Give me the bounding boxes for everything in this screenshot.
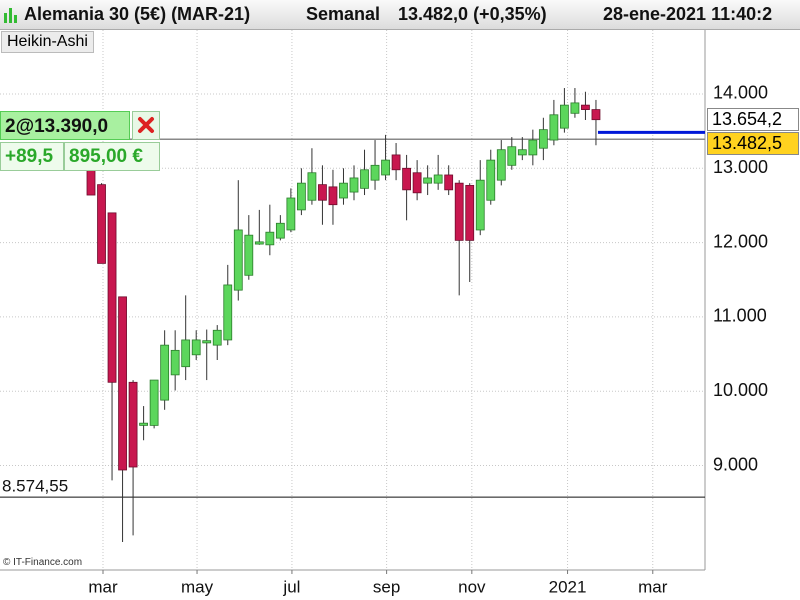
candle-body (202, 340, 212, 344)
candle-body (307, 172, 317, 201)
close-icon (138, 117, 154, 133)
candle-body (170, 349, 180, 376)
y-tick-label: 14.000 (713, 83, 768, 103)
source: © IT-Finance.com (3, 557, 83, 568)
candle-body (107, 212, 117, 383)
candle-body (339, 182, 348, 199)
candle-body (496, 149, 506, 181)
candle-body (486, 159, 496, 201)
candle-body (265, 231, 275, 246)
candle-body (465, 184, 475, 241)
candle-body (402, 167, 412, 191)
x-tick-label: nov (458, 577, 486, 596)
pnl-value: 895,00 € (64, 142, 160, 171)
candle-body (233, 229, 243, 291)
current-price-label: 13.482,5 (707, 131, 799, 155)
position-label[interactable]: 2@13.390,0 (0, 111, 130, 140)
candle-body (244, 234, 254, 276)
candle-body (286, 197, 296, 231)
candle-body (412, 172, 422, 194)
candle-body (128, 381, 138, 468)
candle-body (444, 174, 454, 191)
candle-body (212, 329, 222, 346)
candle-body (528, 139, 538, 156)
y-tick-label: 11.000 (713, 306, 767, 326)
candle-body (560, 104, 569, 129)
candle-body (538, 129, 548, 149)
last-close-label: 13.654,2 (707, 107, 799, 131)
candle-body (381, 159, 390, 176)
y-tick-label: 13.000 (713, 157, 768, 177)
candle-body (549, 114, 559, 141)
y-tick-label: 12.000 (713, 231, 768, 251)
x-tick-label: may (181, 577, 214, 596)
candle-body (328, 186, 338, 206)
candle-body (581, 104, 590, 110)
x-tick-label: jul (282, 577, 300, 596)
candle-body (318, 184, 327, 201)
candle-body (181, 339, 191, 368)
icon (4, 8, 17, 23)
candle-body (475, 179, 485, 231)
candle-body (349, 177, 359, 193)
last-quote: 13.482,0 (+0,35%) (398, 4, 547, 24)
candle-body (433, 174, 443, 184)
candle-body (275, 222, 285, 239)
candle-body (296, 182, 306, 211)
candle-body (223, 284, 233, 341)
instrument: Alemania 30 (5€) (MAR-21) (24, 4, 251, 24)
timestamp: 28-ene-2021 11:40:2 (603, 4, 773, 24)
header: Alemania 30 (5€) (MAR-21) Semanal 13.482… (0, 0, 800, 30)
chart-style[interactable]: Heikin-Ashi (1, 31, 94, 53)
candle-body (139, 422, 149, 426)
candle-body (149, 379, 159, 426)
candle-body (118, 296, 127, 471)
support-label: 8.574,55 (2, 477, 68, 496)
x-tick-label: mar (88, 577, 118, 596)
candle-body (360, 169, 369, 189)
x-tick-label: mar (638, 577, 668, 596)
period[interactable]: Semanal (306, 4, 381, 24)
candle-body (507, 146, 517, 166)
candle-body (191, 339, 201, 356)
x-tick-label: sep (373, 577, 400, 596)
candle-body (391, 154, 401, 171)
candle-body (254, 241, 264, 245)
candle-body (570, 102, 580, 114)
candle-body (591, 109, 601, 121)
candle-body (160, 344, 170, 401)
pnl-points: +89,5 (0, 142, 64, 171)
candle-body (454, 182, 464, 241)
candle-body (517, 149, 527, 156)
close-position-button[interactable] (132, 111, 160, 140)
candle-body (370, 164, 380, 181)
candle-body (97, 184, 106, 264)
y-tick-label: 10.000 (713, 380, 768, 400)
y-tick-label: 9.000 (713, 454, 758, 474)
x-tick-label: 2021 (549, 577, 587, 596)
candle-body (423, 177, 433, 184)
